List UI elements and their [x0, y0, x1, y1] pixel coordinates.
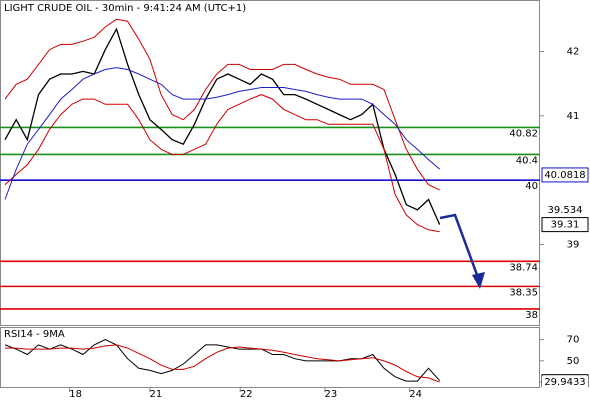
- y-tick-label: 41: [567, 111, 580, 122]
- series-line: [5, 344, 440, 383]
- rsi-marker-label: 29.9433: [544, 377, 585, 388]
- rsi-tick-label: 70: [567, 335, 580, 346]
- series-line: [4, 27, 441, 225]
- series-line: [4, 67, 441, 200]
- price-marker-box: [542, 203, 588, 218]
- price-marker-box: [541, 167, 589, 183]
- price-marker-label: 39.534: [548, 205, 583, 216]
- x-tick-label: 23: [325, 389, 338, 400]
- rsi-title: RSI14 - 9MA: [4, 329, 65, 340]
- price-panel: [0, 0, 540, 326]
- level-label: 38.74: [509, 262, 538, 273]
- level-label: 40: [525, 181, 538, 192]
- rsi-tick-label: 50: [567, 356, 580, 367]
- price-marker-label: 40.0818: [544, 170, 585, 181]
- rsi-panel: [0, 327, 540, 388]
- x-tick-label: 21: [150, 389, 163, 400]
- level-label: 40.4: [516, 155, 538, 166]
- forecast-arrow: [439, 213, 482, 284]
- series-line: [4, 339, 441, 382]
- price-marker-box: [541, 217, 589, 233]
- x-tick-label: 24: [409, 389, 422, 400]
- rsi-marker-box: [542, 376, 588, 389]
- chart-title: LIGHT CRUDE OIL - 30min - 9:41:24 AM (UT…: [4, 3, 246, 14]
- price-marker-label: 39.31: [551, 220, 580, 231]
- level-label: 38: [525, 310, 538, 321]
- level-label: 38.35: [509, 287, 538, 298]
- y-tick-label: 39: [567, 240, 580, 251]
- x-tick-label: 22: [240, 389, 253, 400]
- series-line: [4, 94, 440, 233]
- series-line: [4, 18, 440, 191]
- x-tick-label: 18: [69, 389, 82, 400]
- plot-layer: 39 41 42 18 21 22 23 24 40.82 40.4 40 38.74 38.35 38 3…: [0, 18, 589, 400]
- level-label: 40.82: [509, 128, 538, 139]
- arrow-head: [472, 272, 485, 289]
- y-tick-label: 42: [567, 46, 580, 57]
